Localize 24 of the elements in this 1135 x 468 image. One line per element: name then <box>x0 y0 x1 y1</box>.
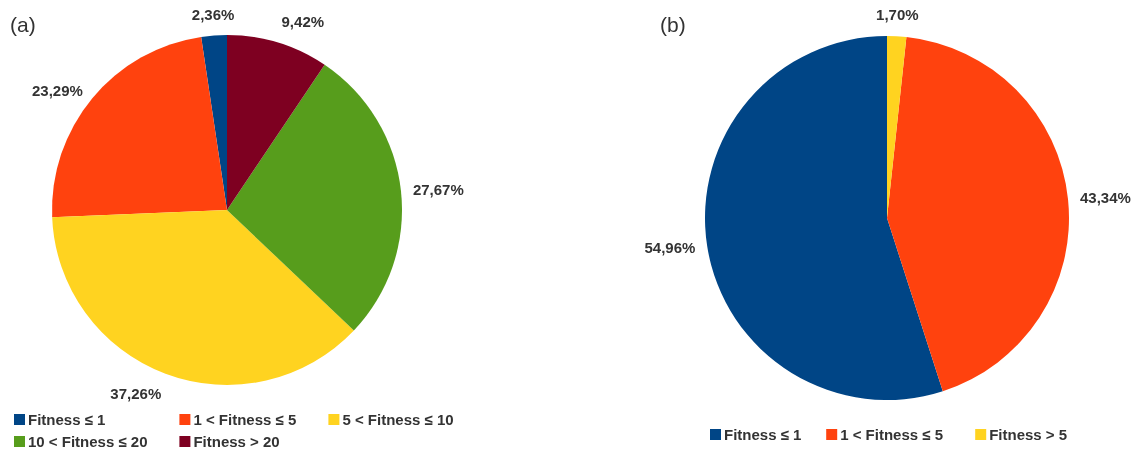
pie-slice <box>227 35 325 210</box>
pie-slice <box>52 210 354 385</box>
data-label: 27,67% <box>412 180 464 198</box>
data-label: 2,36% <box>191 5 235 23</box>
data-label: 54,96% <box>644 239 696 257</box>
legend-label: Fitness ≤ 1 <box>28 411 106 428</box>
data-label: 9,42% <box>281 13 325 31</box>
legend-label: 10 < Fitness ≤ 20 <box>28 433 148 450</box>
legend-label: 5 < Fitness ≤ 10 <box>342 411 454 428</box>
legend-label: Fitness > 20 <box>193 433 280 450</box>
data-label: 43,34% <box>1079 189 1131 207</box>
chart-title: (a) <box>10 13 36 36</box>
pie-slice <box>705 36 943 400</box>
pie-slice <box>227 64 402 331</box>
data-label: 23,29% <box>32 81 83 99</box>
pie-slice <box>201 35 227 210</box>
legend-label: 1 < Fitness ≤ 5 <box>193 411 297 428</box>
legend-label: Fitness ≤ 1 <box>724 426 802 443</box>
data-label: 37,26% <box>110 385 162 403</box>
chart-title: (b) <box>660 13 686 36</box>
legend-label: Fitness > 5 <box>989 426 1068 443</box>
pie-slice <box>887 37 1069 392</box>
data-label: 1,70% <box>876 6 919 24</box>
legend-label: 1 < Fitness ≤ 5 <box>840 426 944 443</box>
